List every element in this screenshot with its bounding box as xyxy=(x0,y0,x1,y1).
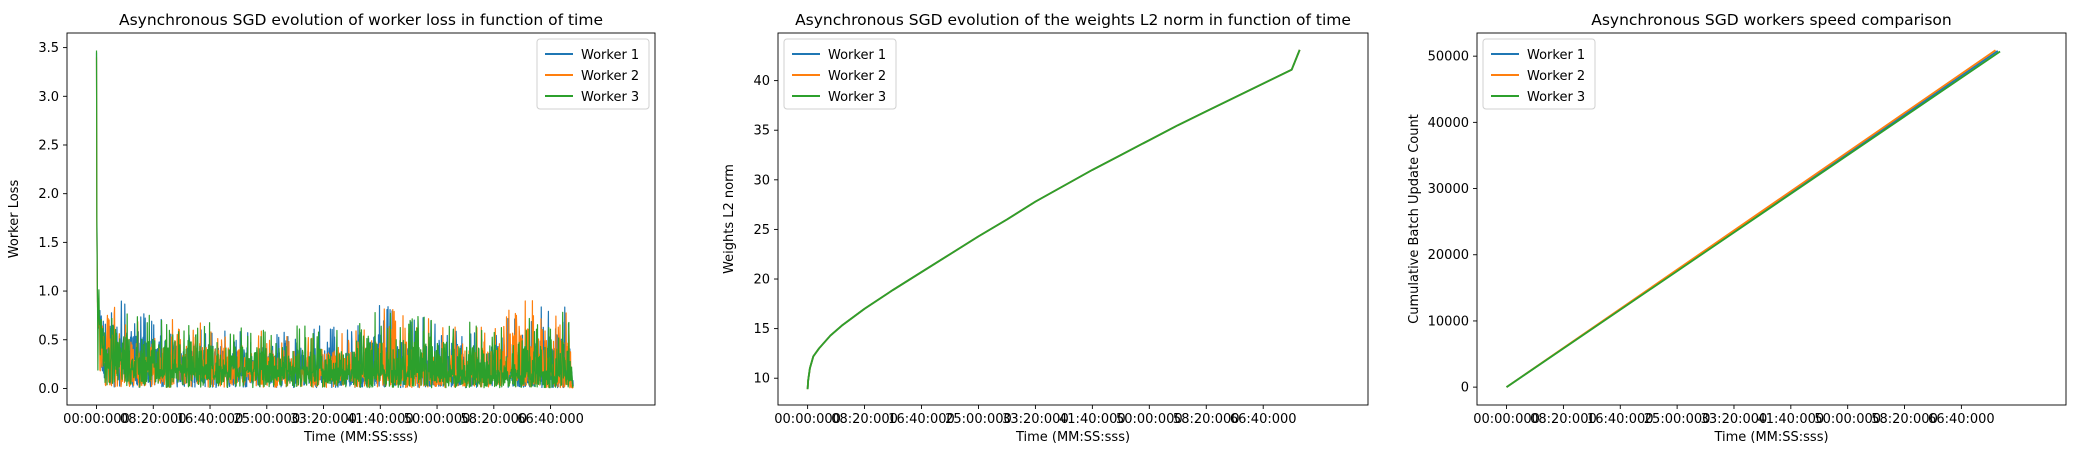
x-tick-label: 08:20:000 xyxy=(120,412,187,427)
plot-area xyxy=(1506,49,2001,388)
y-tick-label: 20000 xyxy=(1428,248,1469,263)
y-tick-label: 0 xyxy=(1461,381,1469,396)
x-tick-label: 66:40:000 xyxy=(517,412,584,427)
x-axis-label: Time (MM:SS:sss) xyxy=(1713,430,1828,445)
legend-label-worker-2: Worker 2 xyxy=(1527,69,1585,84)
x-tick-label: 33:20:000 xyxy=(1701,412,1768,427)
x-tick-label: 16:40:000 xyxy=(1587,412,1654,427)
y-tick-label: 3.5 xyxy=(38,41,59,56)
x-tick-label: 08:20:000 xyxy=(831,412,898,427)
y-tick-label: 50000 xyxy=(1428,50,1469,65)
legend-label-worker-3: Worker 3 xyxy=(1527,90,1585,105)
x-tick-label: 50:00:000 xyxy=(1814,412,1881,427)
chart-panel-1: 00:00:00008:20:00016:40:00025:00:00033:2… xyxy=(7,11,656,445)
x-tick-label: 16:40:000 xyxy=(888,412,955,427)
x-tick-label: 41:40:000 xyxy=(1059,412,1126,427)
x-tick-label: 16:40:000 xyxy=(177,412,244,427)
y-tick-label: 0.5 xyxy=(38,333,59,348)
y-tick-label: 3.0 xyxy=(38,90,59,105)
plot-area xyxy=(806,49,1301,390)
plot-area xyxy=(95,50,574,389)
x-tick-label: 00:00:000 xyxy=(63,412,130,427)
legend: Worker 1 Worker 2 Worker 3 xyxy=(1482,38,1596,110)
y-tick-label: 15 xyxy=(753,322,770,337)
y-axis-label: Weights L2 norm xyxy=(722,164,737,274)
y-tick-label: 20 xyxy=(753,273,770,288)
series-line-worker-3 xyxy=(95,50,574,389)
axes-frame xyxy=(777,32,1369,406)
x-tick-label: 66:40:000 xyxy=(1928,412,1995,427)
legend: Worker 1 Worker 2 Worker 3 xyxy=(783,38,897,110)
x-tick-label: 00:00:000 xyxy=(1473,412,1540,427)
x-tick-label: 25:00:000 xyxy=(945,412,1012,427)
legend-label-worker-3: Worker 3 xyxy=(581,90,639,105)
y-tick-label: 2.5 xyxy=(38,138,59,153)
y-tick-label: 0.0 xyxy=(38,382,59,397)
y-tick-label: 1.0 xyxy=(38,285,59,300)
y-tick-label: 25 xyxy=(753,223,770,238)
x-tick-label: 33:20:000 xyxy=(290,412,357,427)
x-tick-label: 41:40:000 xyxy=(347,412,414,427)
y-tick-label: 2.0 xyxy=(38,187,59,202)
y-tick-label: 10000 xyxy=(1428,314,1469,329)
x-axis-label: Time (MM:SS:sss) xyxy=(1015,430,1130,445)
y-tick-label: 35 xyxy=(753,124,770,139)
y-tick-label: 40 xyxy=(753,74,770,89)
y-tick-label: 30 xyxy=(753,173,770,188)
x-tick-label: 08:20:000 xyxy=(1530,412,1597,427)
y-axis-label: Worker Loss xyxy=(7,180,22,259)
chart-panel-2: 00:00:00008:20:00016:40:00025:00:00033:2… xyxy=(722,11,1369,445)
legend-label-worker-3: Worker 3 xyxy=(828,90,886,105)
series-line-worker-3 xyxy=(806,49,1301,390)
x-tick-label: 66:40:000 xyxy=(1230,412,1297,427)
chart-title: Asynchronous SGD workers speed compariso… xyxy=(1591,11,1952,29)
x-tick-label: 00:00:000 xyxy=(774,412,841,427)
chart-title: Asynchronous SGD evolution of the weight… xyxy=(795,11,1351,29)
x-tick-label: 58:20:000 xyxy=(1871,412,1938,427)
chart-panel-3: 00:00:00008:20:00016:40:00025:00:00033:2… xyxy=(1407,11,2067,445)
legend-label-worker-1: Worker 1 xyxy=(581,48,639,63)
x-axis-label: Time (MM:SS:sss) xyxy=(303,430,418,445)
x-tick-label: 58:20:000 xyxy=(1173,412,1240,427)
y-tick-label: 1.5 xyxy=(38,236,59,251)
x-tick-label: 25:00:000 xyxy=(233,412,300,427)
y-tick-label: 30000 xyxy=(1428,182,1469,197)
axes-frame xyxy=(1476,32,2067,406)
legend-label-worker-2: Worker 2 xyxy=(581,69,639,84)
x-tick-label: 41:40:000 xyxy=(1757,412,1824,427)
x-tick-label: 25:00:000 xyxy=(1644,412,1711,427)
legend-label-worker-1: Worker 1 xyxy=(828,48,886,63)
x-tick-label: 33:20:000 xyxy=(1002,412,1069,427)
legend-label-worker-2: Worker 2 xyxy=(828,69,886,84)
legend-label-worker-1: Worker 1 xyxy=(1527,48,1585,63)
axes-frame xyxy=(66,32,656,406)
series-line-worker-3 xyxy=(1506,50,2001,388)
legend: Worker 1 Worker 2 Worker 3 xyxy=(536,38,650,110)
chart-title: Asynchronous SGD evolution of worker los… xyxy=(119,11,603,29)
y-tick-label: 10 xyxy=(753,372,770,387)
y-tick-label: 40000 xyxy=(1428,116,1469,131)
x-tick-label: 50:00:000 xyxy=(1116,412,1183,427)
y-axis-label: Cumulative Batch Update Count xyxy=(1407,114,1422,324)
x-tick-label: 58:20:000 xyxy=(460,412,527,427)
x-tick-label: 50:00:000 xyxy=(404,412,471,427)
